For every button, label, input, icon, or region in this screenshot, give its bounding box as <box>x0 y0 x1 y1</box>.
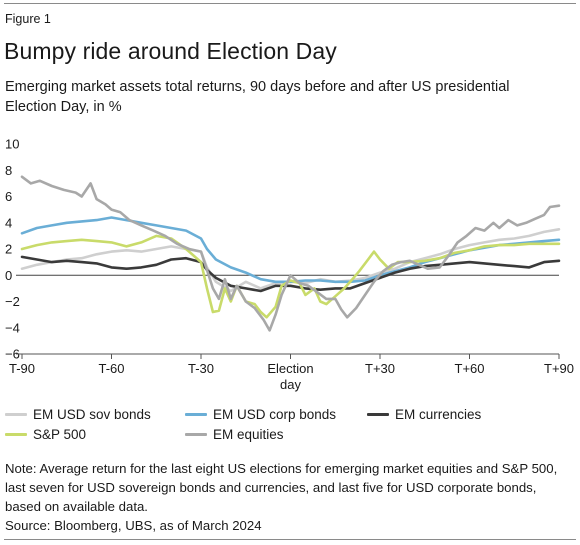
figure-label: Figure 1 <box>5 12 51 26</box>
chart-note: Note: Average return for the last eight … <box>5 459 575 535</box>
legend-label-em-equities: EM equities <box>213 427 284 442</box>
source-text: Source: Bloomberg, UBS, as of March 2024 <box>5 518 262 533</box>
legend-item-corp-bonds: EM USD corp bonds <box>185 407 336 422</box>
note-text: Note: Average return for the last eight … <box>5 461 558 514</box>
legend-swatch-currencies <box>367 413 389 416</box>
legend-item-sp500: S&P 500 <box>5 427 86 442</box>
y-tick-label: 8 <box>5 163 12 178</box>
legend-item-currencies: EM currencies <box>367 407 481 422</box>
chart-title: Bumpy ride around Election Day <box>4 38 337 64</box>
series-line-s-p-500 <box>20 234 561 319</box>
legend-item-sov-bonds: EM USD sov bonds <box>5 407 151 422</box>
series-line-em-currencies <box>20 255 561 293</box>
series-line-em-equities <box>20 175 561 332</box>
legend-label-corp-bonds: EM USD corp bonds <box>213 407 337 422</box>
bottom-rule <box>4 539 576 540</box>
x-tick-label: T+60 <box>455 361 485 376</box>
x-tick-label: T-30 <box>188 361 214 376</box>
legend-item-em-equities: EM equities <box>185 427 284 442</box>
y-tick-label: 6 <box>5 189 12 204</box>
legend-swatch-sp500 <box>5 433 27 436</box>
legend-swatch-em-equities <box>185 433 207 436</box>
series-layer <box>20 175 561 332</box>
legend-swatch-sov-bonds <box>5 413 27 416</box>
y-tick-label: 0 <box>5 268 12 283</box>
x-tick-label: T-60 <box>98 361 124 376</box>
y-tick-label: 10 <box>5 137 19 152</box>
legend-label-sov-bonds: EM USD sov bonds <box>33 407 151 422</box>
x-tick-label: T+90 <box>544 361 574 376</box>
y-axis: 10 8 6 4 2 0 −2 −4 −6 <box>5 137 20 362</box>
legend-swatch-corp-bonds <box>185 413 207 416</box>
chart-legend: EM USD sov bonds EM USD corp bonds EM cu… <box>5 407 575 451</box>
x-tick-label-line2: day <box>280 377 301 392</box>
series-line-em-usd-corp-bonds <box>20 216 561 284</box>
y-tick-label: −4 <box>5 320 20 335</box>
x-tick-label: T-90 <box>9 361 35 376</box>
chart-subtitle: Emerging market assets total returns, 90… <box>5 79 510 115</box>
legend-label-sp500: S&P 500 <box>33 427 87 442</box>
x-tick-label: T+30 <box>365 361 395 376</box>
y-tick-label: 4 <box>5 215 12 230</box>
legend-label-currencies: EM currencies <box>395 407 482 422</box>
x-tick-label: Election <box>267 361 313 376</box>
y-tick-label: 2 <box>5 242 12 257</box>
y-tick-label: −2 <box>5 294 20 309</box>
top-rule <box>4 3 576 4</box>
y-tick-label: −6 <box>5 347 20 362</box>
